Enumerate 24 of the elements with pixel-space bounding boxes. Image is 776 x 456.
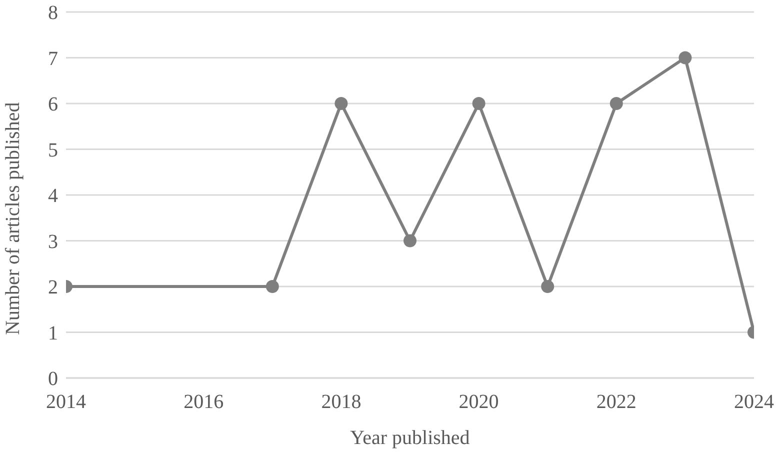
x-tick-label: 2014 bbox=[46, 391, 86, 414]
y-tick-label: 7 bbox=[48, 48, 58, 70]
x-tick-label: 2016 bbox=[184, 391, 224, 414]
y-tick-label: 0 bbox=[48, 368, 58, 390]
point bbox=[472, 97, 486, 110]
y-tick-label: 8 bbox=[48, 2, 58, 24]
point bbox=[266, 280, 279, 293]
x-tick-label: 2020 bbox=[458, 391, 499, 414]
y-tick-label: 5 bbox=[48, 139, 58, 162]
point bbox=[404, 234, 416, 248]
x-tick-label: 2022 bbox=[596, 391, 636, 414]
x-tick-label: 2024 bbox=[734, 391, 774, 414]
y-tick-label: 4 bbox=[48, 185, 58, 208]
y-tick-label: 3 bbox=[48, 230, 58, 253]
y-axis-title: Number of articles published bbox=[2, 102, 24, 335]
point bbox=[334, 97, 348, 110]
point bbox=[610, 97, 623, 110]
y-tick-label: 1 bbox=[48, 322, 58, 344]
point bbox=[541, 280, 554, 293]
y-tick-label: 6 bbox=[48, 94, 58, 116]
point bbox=[678, 51, 692, 64]
x-axis-title: Year published bbox=[350, 427, 470, 449]
x-tick-label: 2018 bbox=[321, 391, 362, 414]
y-tick-label: 2 bbox=[48, 276, 58, 299]
